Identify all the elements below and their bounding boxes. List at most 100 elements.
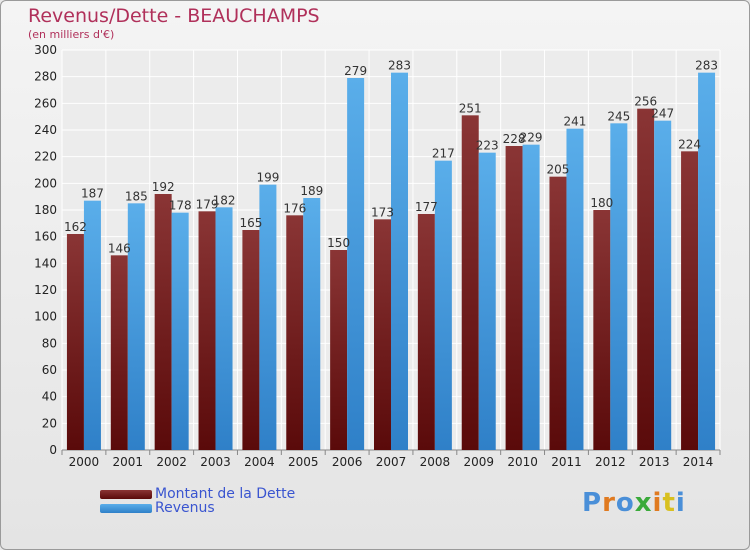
data-label-revenue: 245 bbox=[607, 109, 630, 123]
data-label-debt: 251 bbox=[459, 101, 482, 115]
data-label-revenue: 189 bbox=[300, 184, 323, 198]
bar-revenue bbox=[347, 78, 365, 450]
data-label-revenue: 178 bbox=[169, 199, 192, 213]
x-tick-label: 2004 bbox=[244, 455, 275, 469]
x-tick-label: 2008 bbox=[420, 455, 451, 469]
data-label-debt: 192 bbox=[152, 180, 175, 194]
y-tick-label: 80 bbox=[42, 336, 57, 350]
y-tick-label: 20 bbox=[42, 416, 57, 430]
legend-swatch-debt bbox=[100, 490, 152, 499]
data-label-debt: 173 bbox=[371, 205, 394, 219]
legend-label-revenue: Revenus bbox=[155, 500, 215, 516]
bar-revenue bbox=[478, 152, 496, 450]
bar-debt bbox=[681, 151, 699, 451]
x-tick-label: 2013 bbox=[639, 455, 670, 469]
bar-debt bbox=[374, 219, 391, 450]
x-tick-label: 2006 bbox=[332, 455, 363, 469]
data-label-debt: 180 bbox=[590, 196, 613, 210]
y-tick-label: 120 bbox=[34, 283, 57, 297]
bar-debt bbox=[110, 255, 128, 450]
data-label-debt: 256 bbox=[634, 95, 657, 109]
bar-revenue bbox=[127, 203, 145, 450]
logo-letter: r bbox=[602, 488, 616, 518]
x-tick-label: 2002 bbox=[156, 455, 187, 469]
bar-revenue bbox=[215, 207, 233, 450]
y-tick-label: 260 bbox=[34, 96, 57, 110]
bar-revenue bbox=[522, 144, 540, 450]
data-label-revenue: 223 bbox=[476, 139, 499, 153]
bar-debt bbox=[417, 214, 435, 450]
data-label-debt: 177 bbox=[415, 200, 438, 214]
legend-swatch-revenue bbox=[100, 504, 152, 513]
y-tick-label: 140 bbox=[34, 256, 57, 270]
data-label-revenue: 279 bbox=[344, 64, 367, 78]
x-tick-label: 2001 bbox=[113, 455, 144, 469]
data-label-debt: 205 bbox=[547, 163, 570, 177]
data-label-debt: 150 bbox=[327, 236, 350, 250]
y-tick-label: 240 bbox=[34, 123, 57, 137]
y-tick-label: 100 bbox=[34, 310, 57, 324]
y-tick-label: 60 bbox=[42, 363, 57, 377]
x-tick-label: 2014 bbox=[683, 455, 714, 469]
data-label-revenue: 187 bbox=[81, 187, 104, 201]
y-tick-label: 200 bbox=[34, 176, 57, 190]
bar-debt bbox=[593, 210, 611, 450]
bars bbox=[66, 72, 716, 451]
data-label-debt: 228 bbox=[503, 132, 526, 146]
data-label-revenue: 283 bbox=[695, 59, 718, 73]
chart-subtitle: (en milliers d'€) bbox=[28, 28, 115, 41]
data-label-debt: 176 bbox=[283, 201, 306, 215]
y-tick-label: 40 bbox=[42, 390, 57, 404]
bar-revenue bbox=[610, 123, 628, 450]
x-tick-label: 2010 bbox=[507, 455, 538, 469]
bar-debt bbox=[66, 234, 84, 450]
bar-revenue bbox=[566, 128, 584, 450]
bar-revenue bbox=[83, 200, 101, 450]
logo-letter: o bbox=[615, 488, 635, 518]
logo-letter: i bbox=[652, 488, 663, 518]
bar-debt bbox=[637, 108, 655, 451]
data-label-revenue: 217 bbox=[432, 147, 455, 161]
data-label-debt: 162 bbox=[64, 220, 87, 234]
data-label-revenue: 229 bbox=[520, 131, 543, 145]
logo-letter: i bbox=[675, 488, 686, 518]
y-tick-label: 180 bbox=[34, 203, 57, 217]
proxiti-logo: Proxiti bbox=[582, 488, 686, 518]
y-tick-label: 300 bbox=[34, 43, 57, 57]
data-label-debt: 146 bbox=[108, 241, 131, 255]
bar-revenue bbox=[698, 72, 716, 451]
chart-title: Revenus/Dette - BEAUCHAMPS bbox=[28, 5, 320, 27]
bar-debt bbox=[242, 230, 260, 450]
bar-debt bbox=[198, 211, 216, 450]
x-tick-label: 2009 bbox=[463, 455, 494, 469]
x-tick-label: 2011 bbox=[551, 455, 582, 469]
logo-letter: P bbox=[582, 488, 603, 518]
bar-debt bbox=[505, 146, 523, 450]
data-label-revenue: 182 bbox=[213, 193, 236, 207]
x-tick-label: 2005 bbox=[288, 455, 319, 469]
x-tick-label: 2012 bbox=[595, 455, 626, 469]
y-tick-label: 0 bbox=[49, 443, 57, 457]
data-label-revenue: 199 bbox=[256, 171, 279, 185]
bar-revenue bbox=[171, 212, 189, 450]
bar-debt bbox=[461, 115, 479, 450]
logo-letter: x bbox=[634, 488, 653, 518]
data-label-revenue: 185 bbox=[125, 189, 148, 203]
data-label-revenue: 283 bbox=[388, 59, 411, 73]
bar-debt bbox=[549, 176, 567, 450]
bar-revenue bbox=[259, 184, 277, 450]
x-tick-label: 2007 bbox=[376, 455, 407, 469]
data-label-revenue: 247 bbox=[651, 107, 674, 121]
data-label-revenue: 241 bbox=[564, 115, 587, 129]
bar-debt bbox=[286, 215, 304, 450]
bar-debt bbox=[330, 250, 348, 450]
bar-revenue bbox=[654, 120, 672, 451]
y-tick-label: 220 bbox=[34, 150, 57, 164]
x-tick-label: 2000 bbox=[69, 455, 100, 469]
y-tick-label: 160 bbox=[34, 230, 57, 244]
bar-revenue bbox=[303, 198, 321, 450]
bar-debt bbox=[154, 194, 172, 450]
x-tick-label: 2003 bbox=[200, 455, 231, 469]
